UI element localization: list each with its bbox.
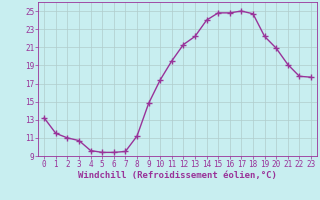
X-axis label: Windchill (Refroidissement éolien,°C): Windchill (Refroidissement éolien,°C) — [78, 171, 277, 180]
